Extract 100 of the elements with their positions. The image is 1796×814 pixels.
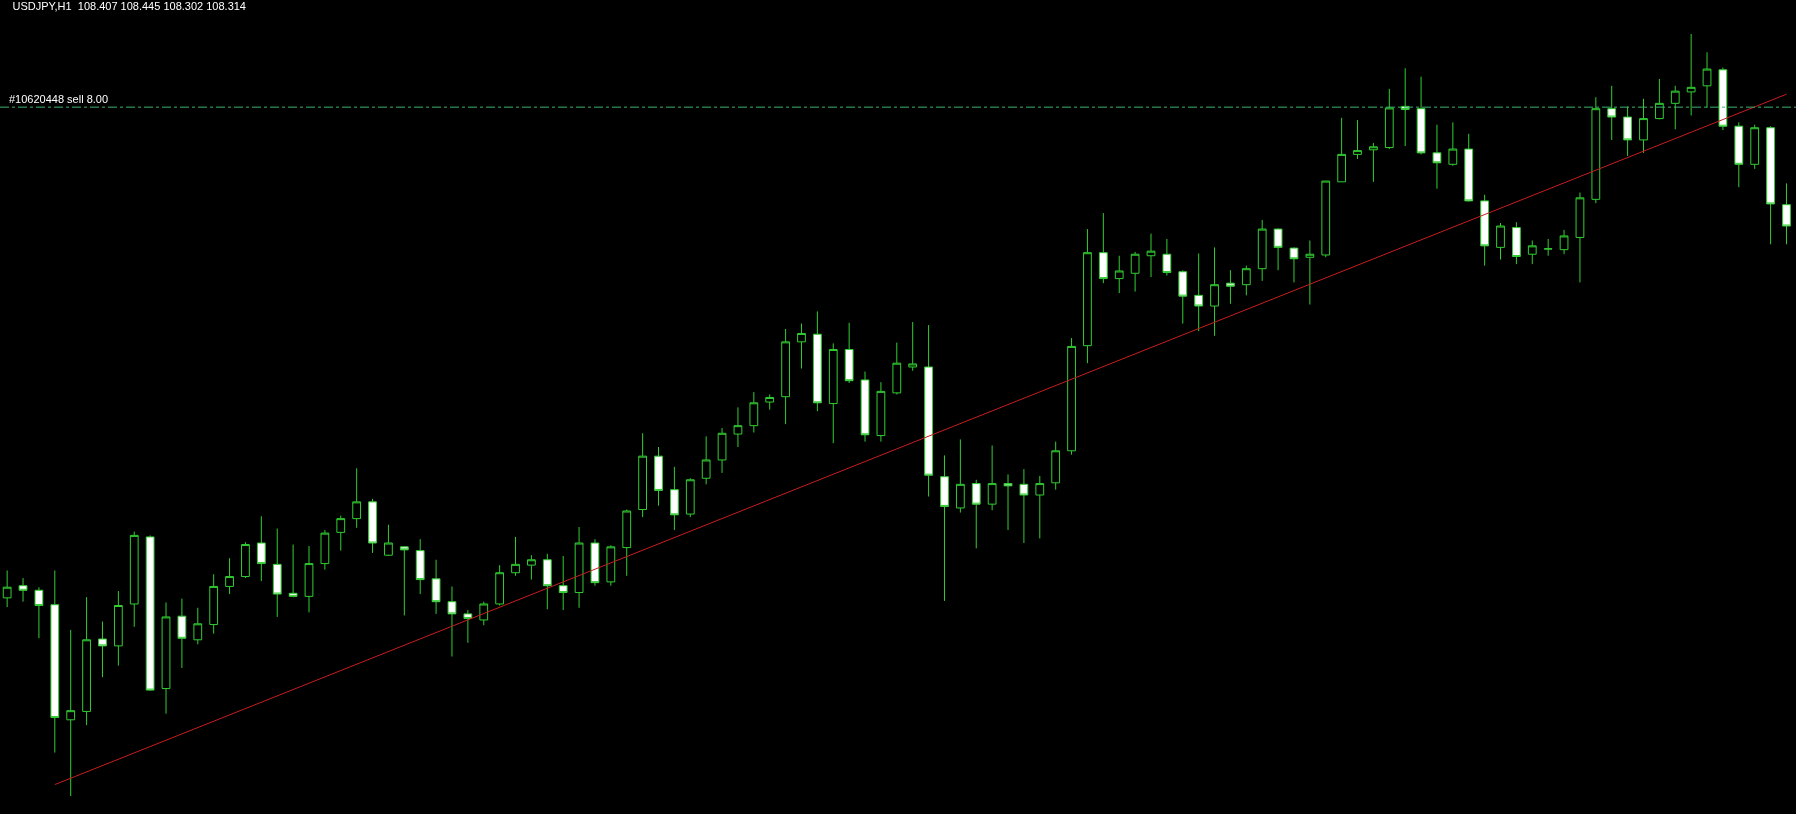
candlestick <box>1241 265 1251 296</box>
candlestick <box>399 546 409 616</box>
candlestick <box>336 515 346 552</box>
candlestick <box>1146 233 1156 278</box>
candlestick <box>717 427 727 474</box>
candlestick <box>352 467 362 529</box>
candlestick <box>1226 269 1235 305</box>
candlestick <box>1194 252 1204 332</box>
candlestick <box>1114 255 1124 294</box>
candlestick <box>129 531 139 628</box>
candlestick <box>1369 142 1378 183</box>
candlestick <box>304 545 314 613</box>
candlestick <box>987 444 997 511</box>
candlestick <box>1464 133 1474 203</box>
candlestick <box>447 585 457 658</box>
candlestick <box>225 557 234 595</box>
candlestick <box>638 432 648 518</box>
candlestick <box>1162 238 1172 277</box>
candlestick <box>145 534 155 692</box>
candlestick <box>1305 240 1315 306</box>
candlestick <box>161 601 171 715</box>
candlestick <box>670 466 679 531</box>
candlestick <box>1559 229 1569 255</box>
candlestick <box>1416 76 1426 155</box>
candlestick <box>1512 221 1521 265</box>
candlestick <box>733 406 743 448</box>
candlestick <box>1575 192 1585 283</box>
candlestick <box>384 524 393 557</box>
candlestick <box>765 393 775 411</box>
candlestick <box>812 310 822 412</box>
candlestick <box>82 596 91 726</box>
candlestick <box>527 554 536 581</box>
candlestick <box>98 621 107 678</box>
candlestick <box>1448 121 1458 167</box>
candlestick <box>511 536 520 577</box>
candlestick <box>542 553 552 610</box>
candlestick <box>955 438 965 514</box>
candlestick <box>113 590 123 667</box>
candlestick <box>1067 337 1076 456</box>
candlestick <box>1273 227 1283 271</box>
candlestick <box>50 569 60 754</box>
candlestick <box>558 555 568 611</box>
candlestick <box>1766 125 1775 245</box>
candlestick <box>1083 228 1092 364</box>
candlestick <box>622 508 632 577</box>
candlestick <box>1321 180 1331 258</box>
candlestick <box>320 529 330 571</box>
candlestick <box>209 573 219 635</box>
candlestick <box>34 586 44 639</box>
candlestick <box>908 321 918 372</box>
candlestick <box>463 609 473 644</box>
candlestick <box>431 559 441 615</box>
candlestick <box>1019 468 1029 544</box>
candlestick <box>1782 182 1791 245</box>
candlestick <box>1210 246 1219 337</box>
candlestick <box>1654 78 1664 120</box>
candlestick <box>590 538 600 587</box>
candlestick <box>1051 441 1061 491</box>
candlestick <box>1178 269 1188 325</box>
candlestick <box>177 598 187 669</box>
candlestick <box>1384 88 1394 150</box>
ref-line-label: #10620448 sell 8.00 <box>9 93 109 105</box>
candlestick <box>1353 119 1362 160</box>
candlestick <box>1607 85 1617 141</box>
candlestick <box>1480 194 1490 267</box>
candlestick <box>797 323 806 370</box>
candlestick <box>66 629 76 796</box>
candlestick <box>654 446 663 507</box>
candlestick <box>876 381 886 443</box>
candlestick <box>606 544 616 587</box>
candlestick <box>1639 98 1648 154</box>
candlestick <box>193 607 203 645</box>
candlestick <box>1337 117 1347 183</box>
candlestick <box>1750 124 1760 170</box>
candlestick <box>940 454 949 602</box>
candlestick <box>860 371 870 443</box>
candlestick <box>1670 85 1680 130</box>
candlestick <box>18 577 28 603</box>
candlestick <box>1098 212 1108 284</box>
candlestick <box>1543 238 1553 257</box>
candlestick <box>368 498 377 554</box>
candlestick <box>479 601 489 626</box>
candlestick <box>828 342 838 444</box>
candlestick <box>924 324 933 498</box>
chart-title: USDJPY,H1 108.407 108.445 108.302 108.314 <box>12 0 247 12</box>
candlestick <box>892 342 902 395</box>
candlestick <box>1257 219 1267 282</box>
candlestick <box>1702 51 1712 109</box>
candlestick <box>1718 67 1728 131</box>
candlestick <box>1734 121 1744 188</box>
candlestick <box>415 538 425 595</box>
candlestick <box>574 526 584 609</box>
candlestick <box>288 544 298 598</box>
candlestick <box>1623 105 1632 157</box>
candlestick <box>1496 222 1505 261</box>
candlestick <box>241 541 250 579</box>
candlestick <box>1527 240 1537 265</box>
candlestick <box>781 328 790 425</box>
candlestick <box>256 515 266 582</box>
candlestick <box>749 391 759 434</box>
